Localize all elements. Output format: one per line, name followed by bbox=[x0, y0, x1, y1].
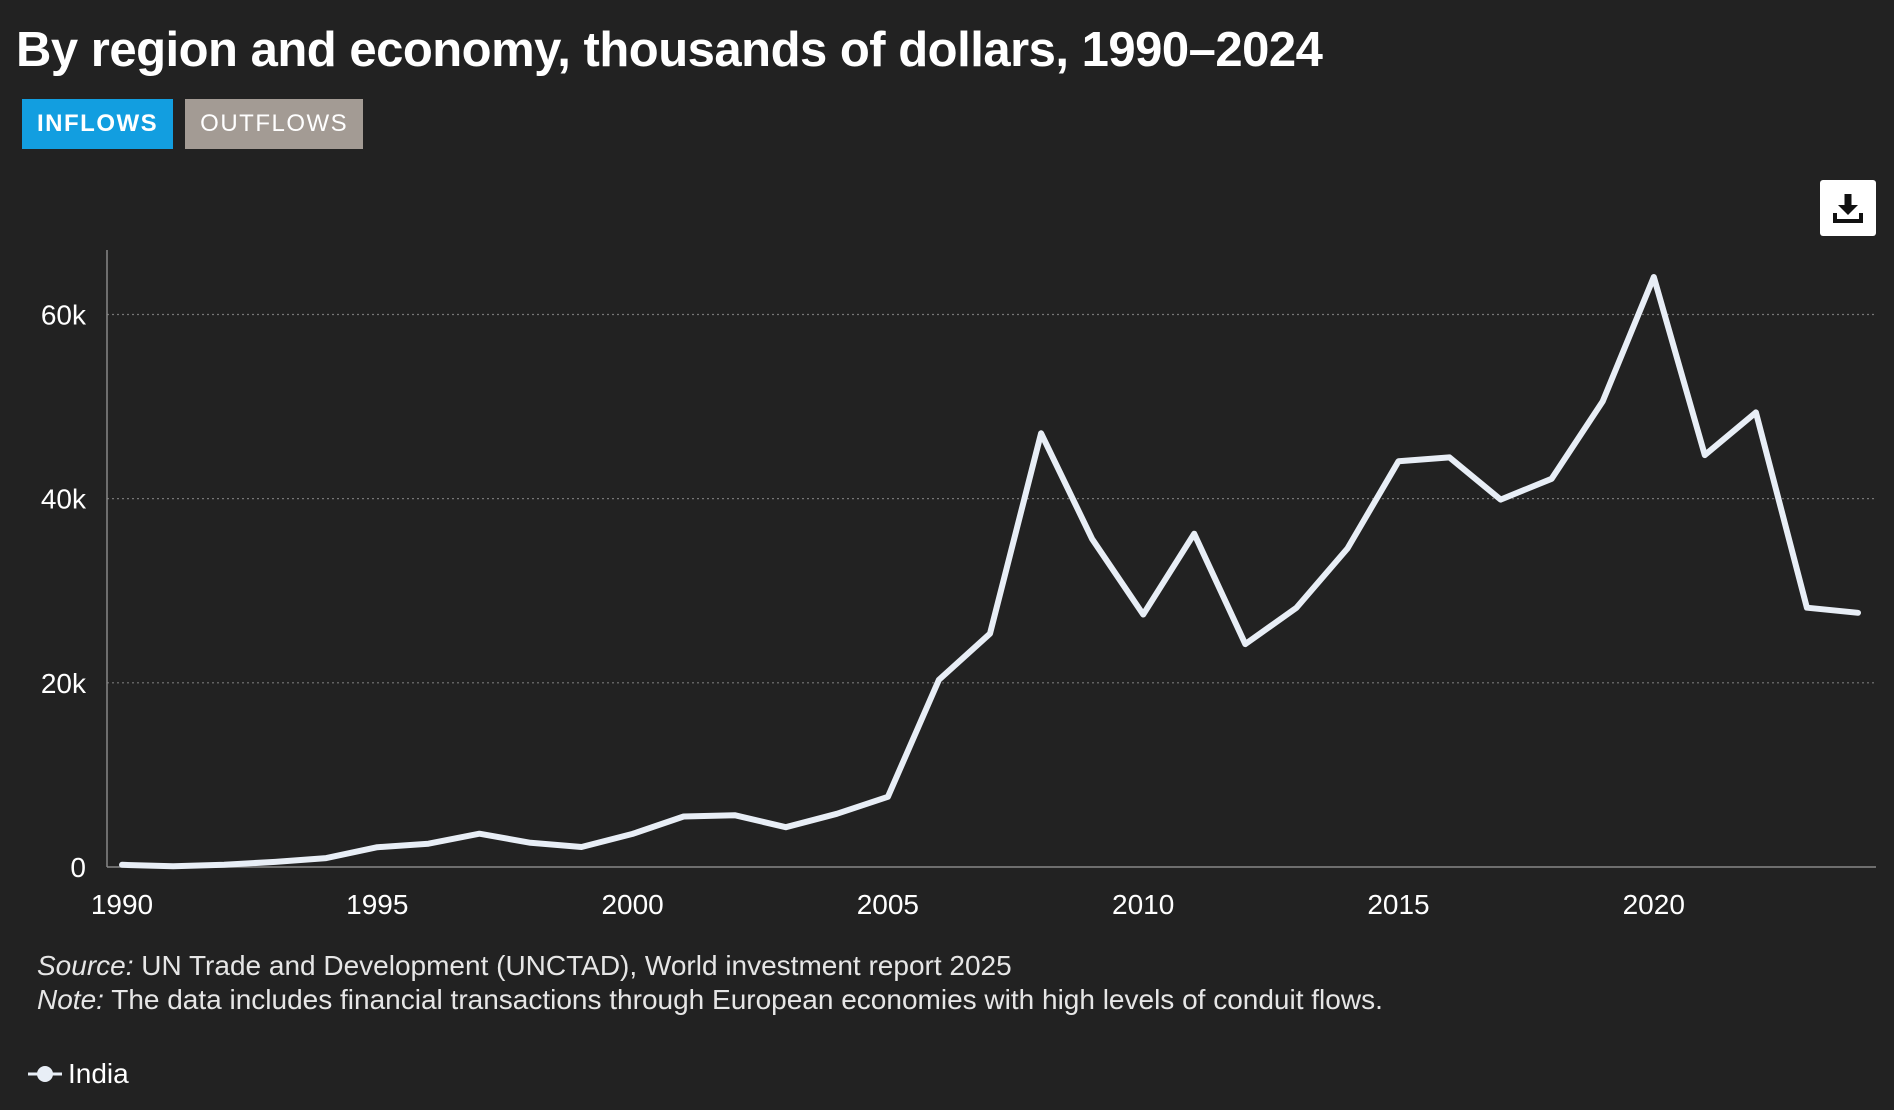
data-point-2018[interactable] bbox=[1546, 473, 1558, 485]
data-point-2006[interactable] bbox=[933, 674, 945, 686]
source-text: UN Trade and Development (UNCTAD), World… bbox=[133, 950, 1012, 981]
x-tick-label: 2010 bbox=[1112, 889, 1174, 920]
data-point-1995[interactable] bbox=[371, 841, 383, 853]
flow-tabs: INFLOWS OUTFLOWS bbox=[22, 99, 364, 149]
data-point-2001[interactable] bbox=[678, 811, 690, 823]
data-point-1990[interactable] bbox=[116, 859, 128, 871]
data-point-2005[interactable] bbox=[882, 791, 894, 803]
data-point-2017[interactable] bbox=[1495, 494, 1507, 506]
data-point-2019[interactable] bbox=[1597, 395, 1609, 407]
data-point-2007[interactable] bbox=[984, 628, 996, 640]
y-tick-label: 60k bbox=[41, 299, 87, 330]
data-point-2013[interactable] bbox=[1290, 602, 1302, 614]
data-point-2020[interactable] bbox=[1648, 271, 1660, 283]
data-point-1991[interactable] bbox=[167, 860, 179, 872]
data-point-2015[interactable] bbox=[1392, 455, 1404, 467]
x-tick-label: 2015 bbox=[1367, 889, 1429, 920]
data-point-2024[interactable] bbox=[1852, 607, 1864, 619]
source-lead: Source: bbox=[37, 950, 134, 981]
data-point-2011[interactable] bbox=[1188, 528, 1200, 540]
data-point-2012[interactable] bbox=[1239, 638, 1251, 650]
note-lead: Note: bbox=[37, 984, 104, 1015]
data-point-2009[interactable] bbox=[1086, 533, 1098, 545]
data-point-1993[interactable] bbox=[269, 856, 281, 868]
x-tick-label: 1995 bbox=[346, 889, 408, 920]
axes bbox=[106, 250, 1876, 868]
data-point-1996[interactable] bbox=[422, 838, 434, 850]
tab-inflows[interactable]: INFLOWS bbox=[22, 99, 174, 149]
legend-label: India bbox=[68, 1058, 129, 1089]
data-point-2010[interactable] bbox=[1137, 608, 1149, 620]
data-point-2002[interactable] bbox=[729, 809, 741, 821]
x-tick-label: 1990 bbox=[91, 889, 153, 920]
data-point-2023[interactable] bbox=[1801, 602, 1813, 614]
x-axis-ticks: 1990 1995 2000 2005 2010 2015 2020 bbox=[91, 889, 1685, 920]
data-point-1994[interactable] bbox=[320, 852, 332, 864]
y-tick-label: 40k bbox=[41, 484, 87, 515]
data-point-2022[interactable] bbox=[1750, 406, 1762, 418]
download-button[interactable] bbox=[1820, 180, 1876, 236]
data-point-2004[interactable] bbox=[831, 808, 843, 820]
download-icon bbox=[1833, 194, 1863, 223]
legend-marker-icon bbox=[28, 1066, 62, 1082]
tab-outflows[interactable]: OUTFLOWS bbox=[185, 99, 364, 149]
data-note: Note: The data includes financial transa… bbox=[37, 984, 1383, 1016]
y-tick-label: 20k bbox=[41, 668, 87, 699]
x-tick-label: 2000 bbox=[601, 889, 663, 920]
data-point-2008[interactable] bbox=[1035, 427, 1047, 439]
data-point-1998[interactable] bbox=[524, 837, 536, 849]
series-layer bbox=[116, 271, 1864, 872]
x-tick-label: 2005 bbox=[857, 889, 919, 920]
data-point-2000[interactable] bbox=[627, 828, 639, 840]
note-text: The data includes financial transactions… bbox=[103, 984, 1383, 1015]
y-tick-label: 0 bbox=[70, 852, 86, 883]
x-tick-label: 2020 bbox=[1623, 889, 1685, 920]
series-line-india[interactable] bbox=[119, 274, 1861, 870]
legend-item-india[interactable]: India bbox=[28, 1058, 129, 1090]
data-point-1997[interactable] bbox=[473, 828, 485, 840]
data-point-2021[interactable] bbox=[1699, 449, 1711, 461]
data-point-1999[interactable] bbox=[576, 841, 588, 853]
data-point-2016[interactable] bbox=[1444, 451, 1456, 463]
source-note: Source: UN Trade and Development (UNCTAD… bbox=[37, 950, 1012, 982]
data-point-2014[interactable] bbox=[1341, 543, 1353, 555]
y-axis-ticks: 0 20k 40k 60k bbox=[41, 299, 87, 883]
data-point-2003[interactable] bbox=[780, 821, 792, 833]
data-point-1992[interactable] bbox=[218, 859, 230, 871]
line-chart: 0 20k 40k 60k 1990 1995 2000 2005 2010 2015 2020 bbox=[41, 250, 1876, 920]
page-title: By region and economy, thousands of doll… bbox=[16, 23, 1323, 77]
